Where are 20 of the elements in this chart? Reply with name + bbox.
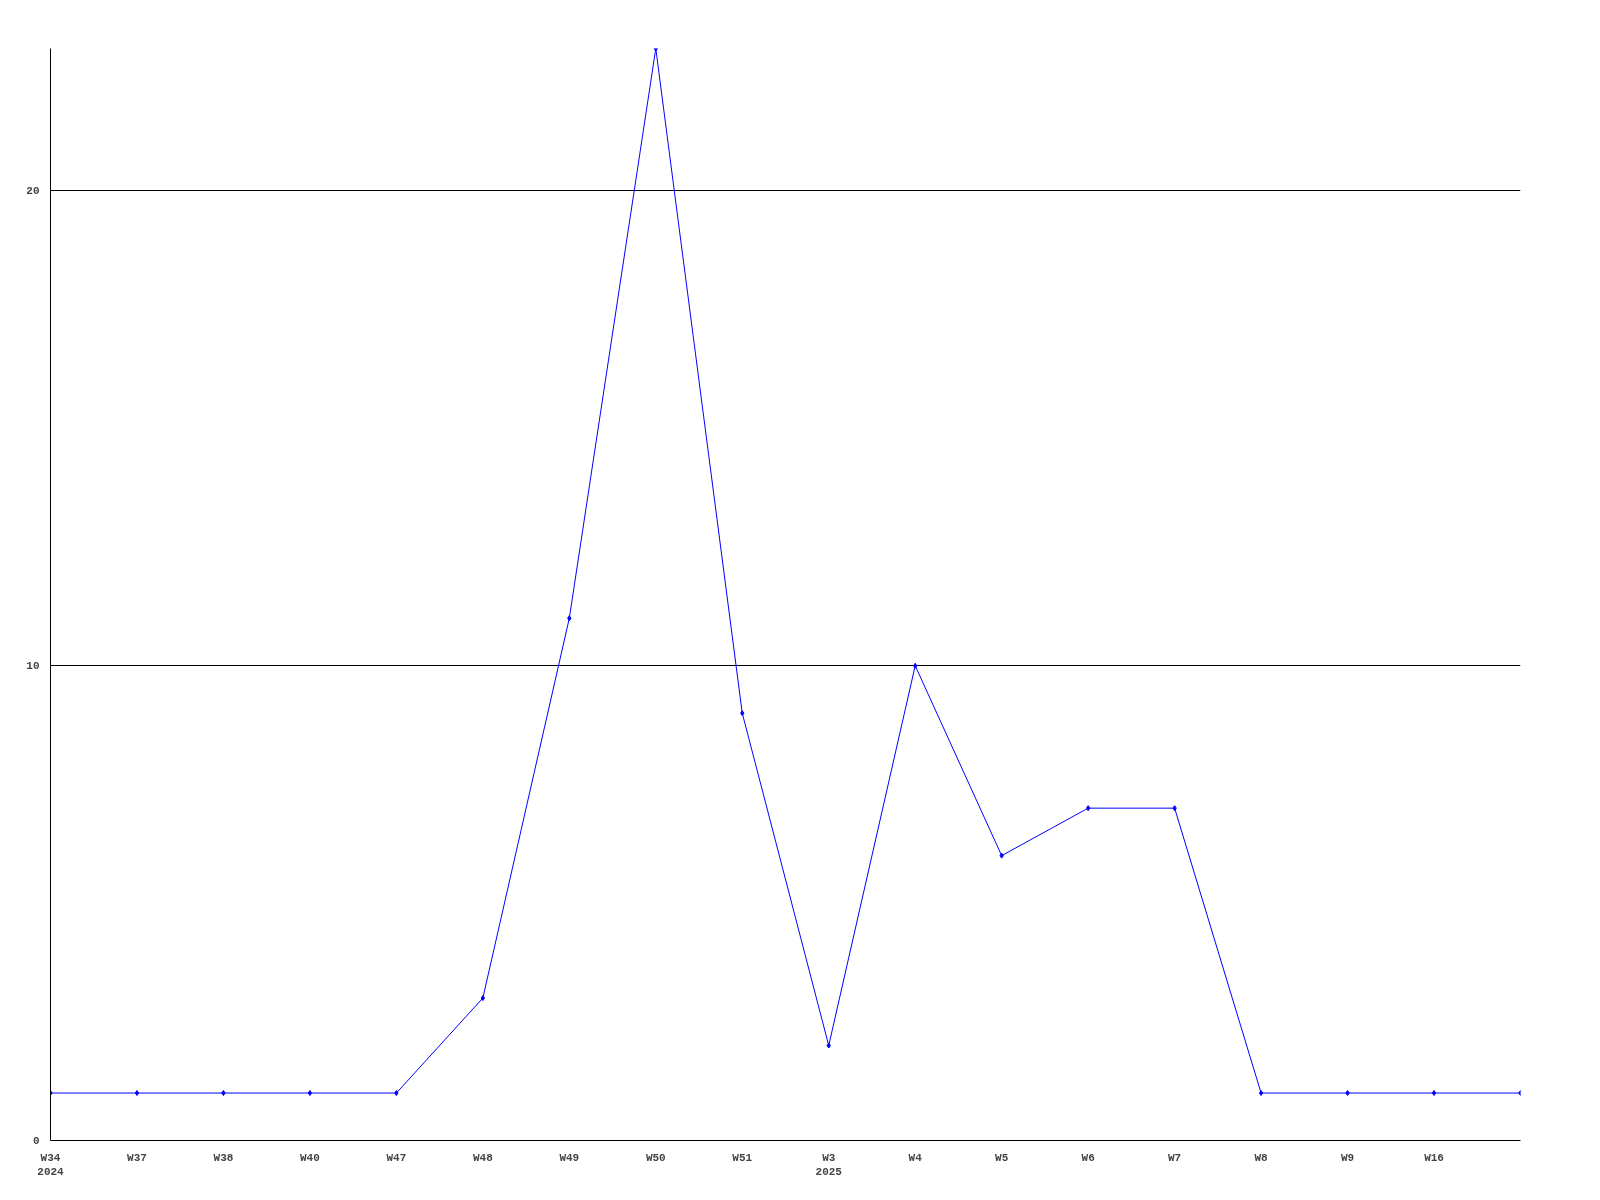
y-tick-label: 20: [26, 185, 40, 198]
x-tick-label: W38: [213, 1151, 234, 1164]
x-tick-label: W48: [472, 1151, 494, 1164]
y-tick-label: 0: [32, 1135, 40, 1147]
x-tick-label: W3 2025: [815, 1151, 843, 1178]
x-tick-label: W9: [1340, 1151, 1355, 1164]
x-tick-label: W40: [300, 1151, 320, 1164]
x-tick-label: W6: [1081, 1151, 1095, 1164]
x-tick-label: W34 2024: [37, 1151, 65, 1178]
x-tick-label: W49: [559, 1151, 580, 1164]
x-tick-label: W4: [908, 1151, 923, 1164]
x-tick-label: W5: [995, 1151, 1009, 1164]
x-tick-label: W37: [127, 1151, 147, 1164]
x-tick-label: W7: [1168, 1151, 1182, 1164]
x-tick-label: W8: [1254, 1151, 1269, 1164]
x-tick-label: W50: [645, 1151, 666, 1164]
y-tick-label: 10: [26, 660, 40, 673]
x-tick-label: W47: [386, 1151, 407, 1164]
x-tick-label: W16: [1424, 1151, 1444, 1164]
x-tick-label: W51: [732, 1151, 753, 1164]
